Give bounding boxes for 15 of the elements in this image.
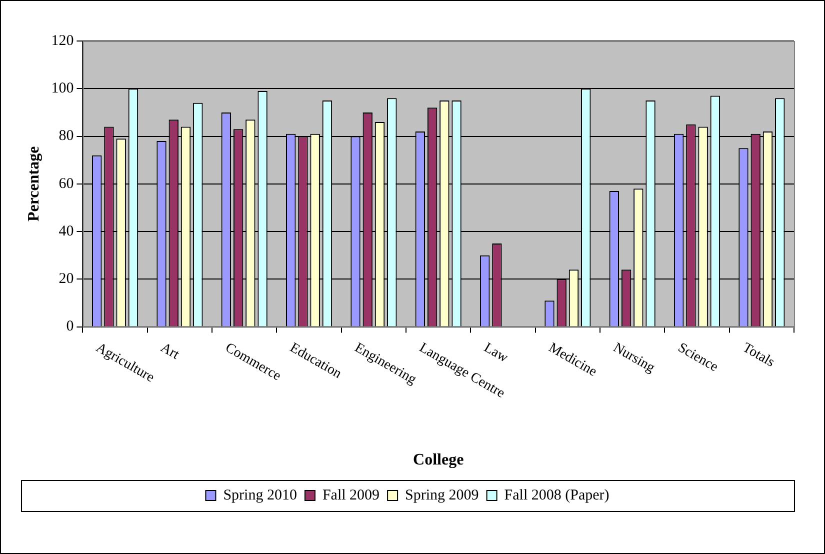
- y-tick-label: 80: [58, 128, 74, 144]
- legend-label: Fall 2008 (Paper): [504, 487, 610, 504]
- y-tick-label: 120: [51, 32, 74, 49]
- y-tick-label: 20: [58, 271, 74, 288]
- legend-label: Spring 2009: [405, 487, 479, 504]
- y-tick-label: 40: [58, 223, 74, 240]
- x-tick-label: Law: [481, 340, 511, 366]
- y-tick-label: 60: [58, 176, 74, 192]
- y-tick-label: 100: [51, 80, 74, 97]
- legend-label: Fall 2009: [322, 487, 380, 504]
- legend-label: Spring 2010: [223, 487, 297, 504]
- y-tick-label: 0: [66, 318, 74, 335]
- x-tick-label: Art: [158, 340, 182, 363]
- x-axis-title: College: [413, 452, 464, 469]
- y-axis-title: Percentage: [26, 146, 43, 222]
